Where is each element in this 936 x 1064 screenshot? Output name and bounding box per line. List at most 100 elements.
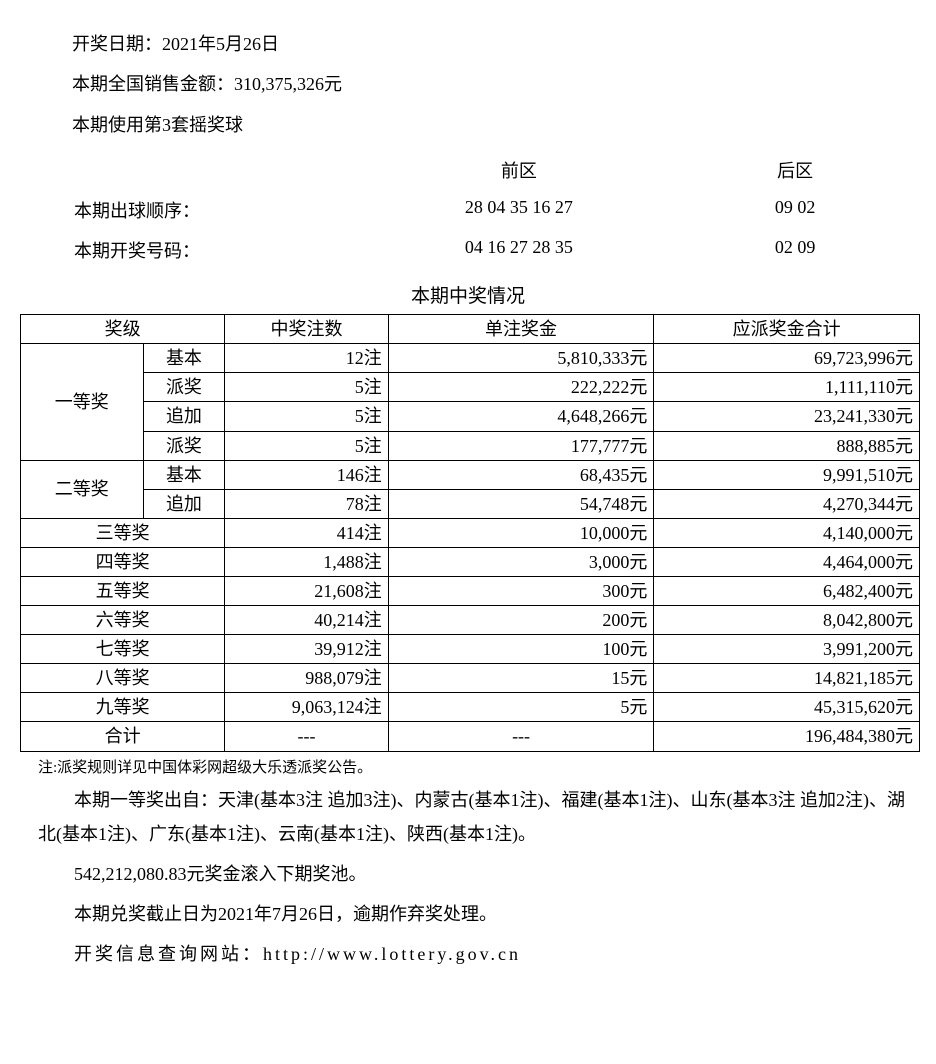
header-total: 应派奖金合计 xyxy=(654,315,920,344)
cell-count: 146注 xyxy=(225,460,388,489)
tier1-label: 一等奖 xyxy=(21,344,144,460)
website-paragraph: 开奖信息查询网站：http://www.lottery.gov.cn xyxy=(38,937,916,971)
draw-order-back: 09 02 xyxy=(700,191,890,229)
cell-unit: 177,777元 xyxy=(388,431,654,460)
total-unit: --- xyxy=(388,722,654,751)
cell-unit: 300元 xyxy=(388,577,654,606)
cell-count: 9,063,124注 xyxy=(225,693,388,722)
cell-count: 5注 xyxy=(225,431,388,460)
header-tier: 奖级 xyxy=(21,315,225,344)
cell-total: 1,111,110元 xyxy=(654,373,920,402)
tier-label: 四等奖 xyxy=(21,547,225,576)
sales-line: 本期全国销售金额：310,375,326元 xyxy=(72,68,916,100)
front-zone-header: 前区 xyxy=(340,151,699,189)
table-row: 六等奖40,214注200元8,042,800元 xyxy=(21,606,920,635)
cell-count: 12注 xyxy=(225,344,388,373)
cell-total: 3,991,200元 xyxy=(654,635,920,664)
tier-sub: 追加 xyxy=(143,489,225,518)
cell-unit: 222,222元 xyxy=(388,373,654,402)
section-title: 本期中奖情况 xyxy=(20,281,916,308)
cell-unit: 4,648,266元 xyxy=(388,402,654,431)
cell-total: 4,270,344元 xyxy=(654,489,920,518)
sales-value: 310,375,326元 xyxy=(234,74,342,94)
draw-date-line: 开奖日期：2021年5月26日 xyxy=(72,28,916,60)
table-row: 追加78注54,748元4,270,344元 xyxy=(21,489,920,518)
cell-unit: 5元 xyxy=(388,693,654,722)
back-zone-header: 后区 xyxy=(700,151,890,189)
cell-count: 40,214注 xyxy=(225,606,388,635)
cell-unit: 5,810,333元 xyxy=(388,344,654,373)
winners-text: 本期一等奖出自：天津(基本3注 追加3注)、内蒙古(基本1注)、福建(基本1注)… xyxy=(38,790,905,844)
deadline-paragraph: 本期兑奖截止日为2021年7月26日，逾期作弃奖处理。 xyxy=(38,897,916,931)
table-row: 二等奖基本146注68,435元9,991,510元 xyxy=(21,460,920,489)
draw-order-label: 本期出球顺序： xyxy=(74,191,338,229)
tier-sub: 基本 xyxy=(143,344,225,373)
cell-unit: 10,000元 xyxy=(388,518,654,547)
draw-date-value: 2021年5月26日 xyxy=(162,34,279,54)
table-row: 派奖5注177,777元888,885元 xyxy=(21,431,920,460)
draw-order-front: 28 04 35 16 27 xyxy=(340,191,699,229)
tier-sub: 基本 xyxy=(143,460,225,489)
cell-count: 1,488注 xyxy=(225,547,388,576)
tier-label: 八等奖 xyxy=(21,664,225,693)
table-row: 五等奖21,608注300元6,482,400元 xyxy=(21,577,920,606)
winning-label: 本期开奖号码： xyxy=(74,231,338,269)
cell-total: 6,482,400元 xyxy=(654,577,920,606)
cell-total: 45,315,620元 xyxy=(654,693,920,722)
cell-count: 414注 xyxy=(225,518,388,547)
tier-label: 六等奖 xyxy=(21,606,225,635)
cell-unit: 100元 xyxy=(388,635,654,664)
cell-unit: 200元 xyxy=(388,606,654,635)
header-unit: 单注奖金 xyxy=(388,315,654,344)
cell-count: 5注 xyxy=(225,402,388,431)
tier-sub: 派奖 xyxy=(143,373,225,402)
total-tier: 合计 xyxy=(21,722,225,751)
ballset-line: 本期使用第3套摇奖球 xyxy=(72,109,916,141)
cell-count: 988,079注 xyxy=(225,664,388,693)
table-row: 三等奖414注10,000元4,140,000元 xyxy=(21,518,920,547)
tier2-label: 二等奖 xyxy=(21,460,144,518)
draw-date-label: 开奖日期： xyxy=(72,34,162,54)
sales-label: 本期全国销售金额： xyxy=(72,74,234,94)
winning-front: 04 16 27 28 35 xyxy=(340,231,699,269)
cell-total: 9,991,510元 xyxy=(654,460,920,489)
total-count: --- xyxy=(225,722,388,751)
cell-count: 39,912注 xyxy=(225,635,388,664)
header-count: 中奖注数 xyxy=(225,315,388,344)
footnote: 注:派奖规则详见中国体彩网超级大乐透派奖公告。 xyxy=(38,756,916,777)
total-row: 合计 --- --- 196,484,380元 xyxy=(21,722,920,751)
table-row: 七等奖39,912注100元3,991,200元 xyxy=(21,635,920,664)
cell-unit: 68,435元 xyxy=(388,460,654,489)
table-row: 九等奖9,063,124注5元45,315,620元 xyxy=(21,693,920,722)
cell-count: 78注 xyxy=(225,489,388,518)
cell-total: 69,723,996元 xyxy=(654,344,920,373)
cell-unit: 54,748元 xyxy=(388,489,654,518)
tier-label: 三等奖 xyxy=(21,518,225,547)
table-header-row: 奖级 中奖注数 单注奖金 应派奖金合计 xyxy=(21,315,920,344)
table-row: 追加5注4,648,266元23,241,330元 xyxy=(21,402,920,431)
cell-total: 23,241,330元 xyxy=(654,402,920,431)
cell-total: 4,140,000元 xyxy=(654,518,920,547)
rollover-paragraph: 542,212,080.83元奖金滚入下期奖池。 xyxy=(38,857,916,891)
tier-label: 九等奖 xyxy=(21,693,225,722)
tier-label: 七等奖 xyxy=(21,635,225,664)
cell-total: 8,042,800元 xyxy=(654,606,920,635)
cell-total: 888,885元 xyxy=(654,431,920,460)
numbers-table: 前区 后区 本期出球顺序： 28 04 35 16 27 09 02 本期开奖号… xyxy=(72,149,892,271)
cell-count: 5注 xyxy=(225,373,388,402)
tier-sub: 派奖 xyxy=(143,431,225,460)
cell-unit: 3,000元 xyxy=(388,547,654,576)
table-row: 四等奖1,488注3,000元4,464,000元 xyxy=(21,547,920,576)
table-row: 八等奖988,079注15元14,821,185元 xyxy=(21,664,920,693)
table-row: 派奖5注222,222元1,111,110元 xyxy=(21,373,920,402)
cell-unit: 15元 xyxy=(388,664,654,693)
tier-label: 五等奖 xyxy=(21,577,225,606)
cell-count: 21,608注 xyxy=(225,577,388,606)
table-row: 一等奖基本12注5,810,333元69,723,996元 xyxy=(21,344,920,373)
winning-back: 02 09 xyxy=(700,231,890,269)
cell-total: 4,464,000元 xyxy=(654,547,920,576)
prize-table: 奖级 中奖注数 单注奖金 应派奖金合计 一等奖基本12注5,810,333元69… xyxy=(20,314,920,751)
tier-sub: 追加 xyxy=(143,402,225,431)
winners-paragraph: 本期一等奖出自：天津(基本3注 追加3注)、内蒙古(基本1注)、福建(基本1注)… xyxy=(38,783,916,851)
total-total: 196,484,380元 xyxy=(654,722,920,751)
